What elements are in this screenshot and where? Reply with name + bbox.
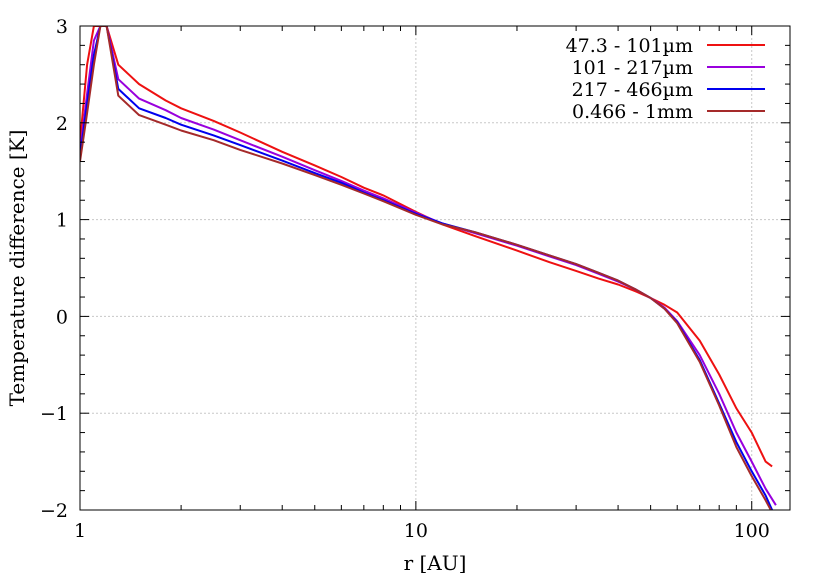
y-tick-label: 1 <box>56 210 68 232</box>
legend-label: 0.466 - 1mm <box>572 101 693 123</box>
x-tick-label: 1 <box>74 520 86 542</box>
y-tick-label: 0 <box>56 306 68 328</box>
y-tick-label: −2 <box>40 500 68 522</box>
y-axis-label: Temperature difference [K] <box>5 130 29 407</box>
legend-label: 101 - 217µm <box>572 57 693 79</box>
legend-label: 47.3 - 101µm <box>566 35 693 57</box>
plot-frame <box>79 25 791 511</box>
y-tick-label: −1 <box>40 403 68 425</box>
legend-label: 217 - 466µm <box>572 79 693 101</box>
axis-ticks: 1 10 100 −2 −1 0 1 2 3 <box>40 16 790 542</box>
series-line-4 <box>80 26 772 510</box>
x-tick-label: 10 <box>404 520 428 542</box>
grid <box>80 26 790 510</box>
y-tick-label: 3 <box>56 16 68 38</box>
series-lines <box>80 26 777 510</box>
x-axis-label: r [AU] <box>404 551 467 575</box>
y-tick-label: 2 <box>56 113 68 135</box>
x-tick-label: 100 <box>734 520 770 542</box>
